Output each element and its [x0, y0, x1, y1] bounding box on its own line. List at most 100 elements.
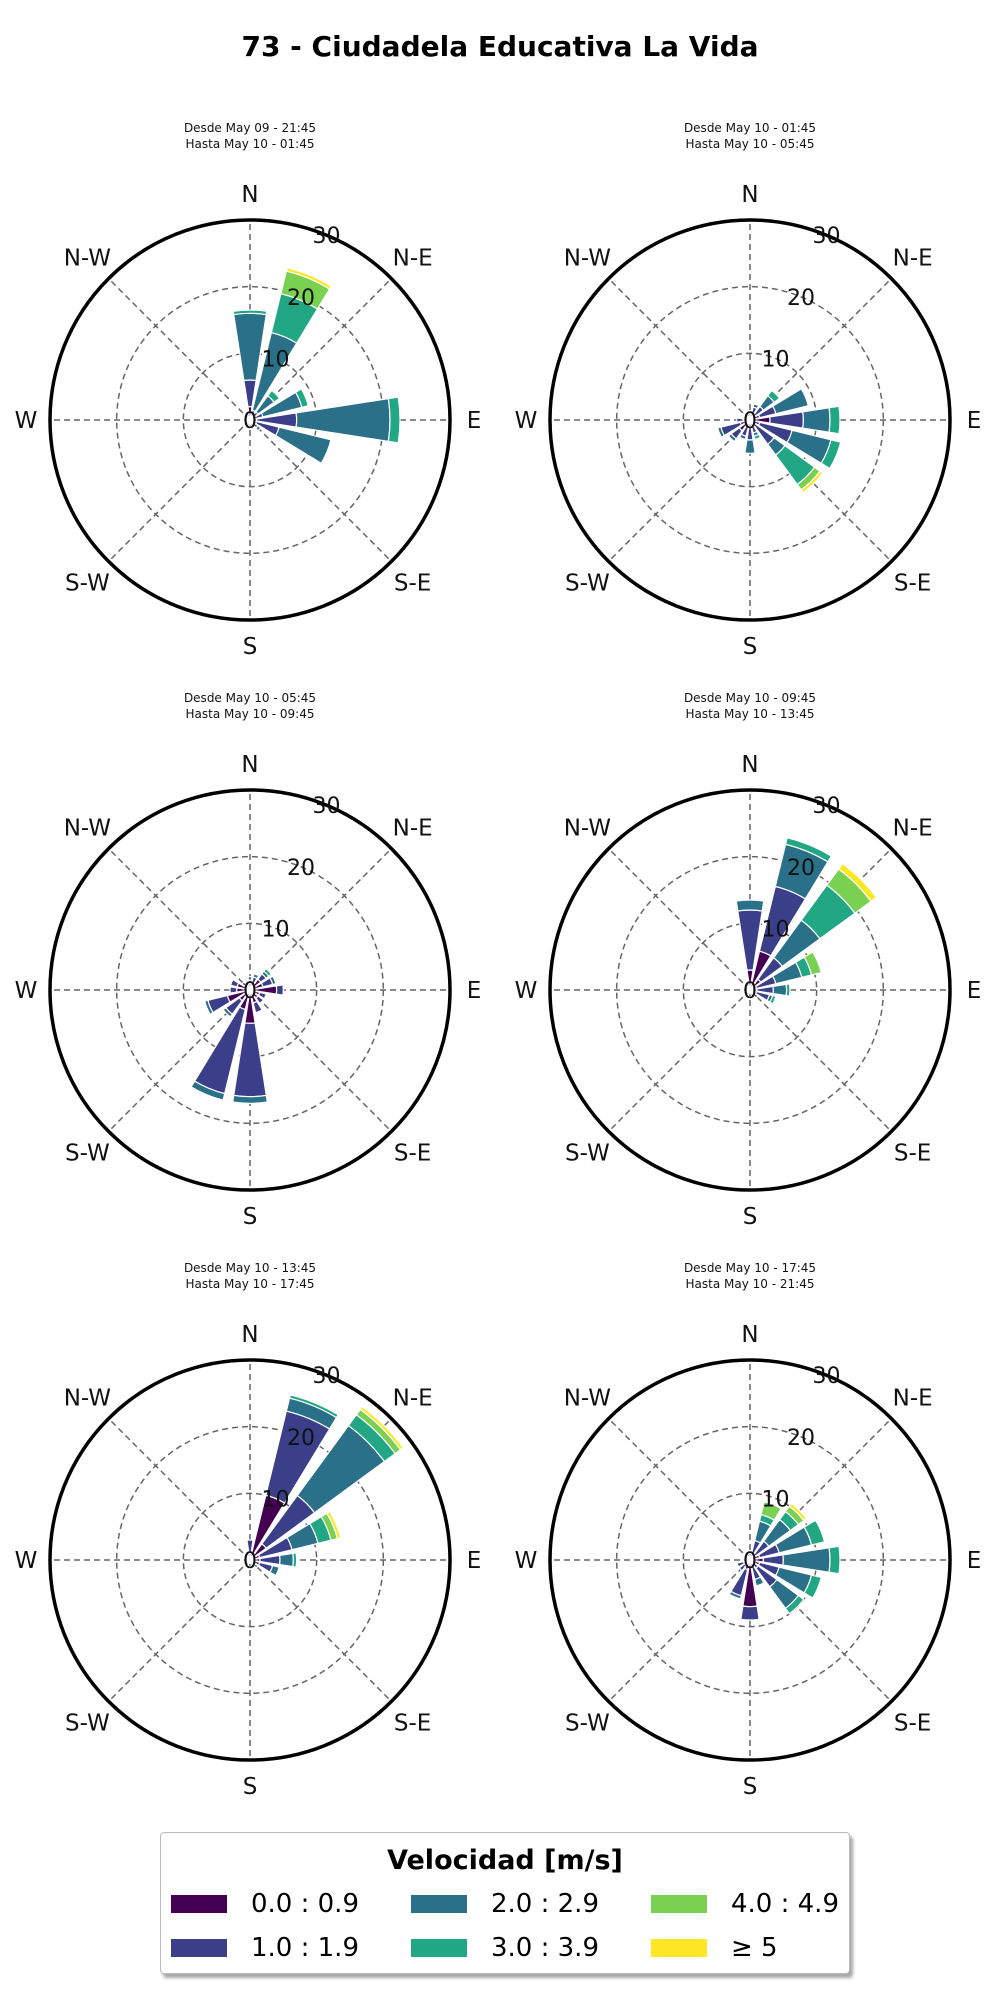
radial-tick-label: 20	[287, 286, 315, 311]
wind-bar-segment	[716, 426, 726, 439]
legend-label: 2.0 : 2.9	[491, 1889, 599, 1919]
radial-tick-label: 30	[813, 1364, 841, 1389]
direction-label: S	[743, 1774, 758, 1800]
direction-label: W	[15, 408, 38, 434]
grid-spoke	[608, 278, 751, 421]
direction-label: E	[967, 1548, 982, 1574]
direction-label: N-E	[893, 815, 933, 841]
wind-bar-segment	[247, 976, 253, 981]
wind-bar-segment	[262, 967, 273, 978]
radial-tick-label: 0	[743, 1549, 757, 1574]
outer-circle	[48, 788, 452, 1192]
wind-bar-segment	[250, 1562, 255, 1568]
wind-bar-segment	[285, 267, 333, 290]
wind-bar-segment	[246, 1539, 254, 1555]
direction-label: S	[243, 634, 258, 660]
wind-bar-segment	[828, 1545, 841, 1575]
wind-bar-segment	[253, 1563, 259, 1569]
legend-item: 2.0 : 2.9	[411, 1887, 621, 1921]
legend-swatch	[411, 1939, 467, 1957]
grid-spoke	[108, 1418, 251, 1561]
wind-bar-segment	[745, 1552, 750, 1558]
wind-bar-segment	[229, 986, 238, 994]
windrose-plot: 0 10 20 30 N N-E E S-E S S-W W N-W	[15, 752, 482, 1230]
grid-spoke	[249, 1559, 392, 1702]
wind-bar-segment	[742, 990, 748, 995]
wind-bar-segment	[728, 1590, 743, 1600]
panel-title-to: Hasta May 10 - 17:45	[185, 1277, 315, 1291]
windrose-panel-2: Desde May 10 - 01:45 Hasta May 10 - 05:4…	[510, 120, 990, 680]
legend-item: ≥ 5	[651, 1931, 841, 1965]
direction-label: N-E	[893, 245, 933, 271]
wind-bar-segment	[252, 973, 260, 980]
direction-label: W	[515, 1548, 538, 1574]
radial-tick-label: 0	[743, 979, 757, 1004]
windrose-plot: 0 10 20 30 N N-E E S-E S S-W W N-W	[515, 182, 982, 660]
grid-spoke	[608, 989, 751, 1132]
panel-title-from: Desde May 10 - 05:45	[183, 691, 317, 705]
wind-bar-segment	[241, 981, 247, 987]
direction-label: N-W	[564, 245, 611, 271]
radial-tick-label: 10	[262, 347, 290, 372]
wind-bar-segment	[785, 983, 791, 997]
direction-label: S-E	[894, 1141, 931, 1167]
legend-swatch	[651, 1895, 707, 1913]
radial-tick-label: 20	[787, 856, 815, 881]
direction-label: N-W	[564, 1385, 611, 1411]
direction-label: E	[967, 408, 982, 434]
wind-bar-segment	[245, 422, 250, 428]
direction-label: S-W	[65, 571, 110, 597]
legend-item: 4.0 : 4.9	[651, 1887, 841, 1921]
radial-tick-label: 10	[262, 917, 290, 942]
wind-bar-segment	[359, 1405, 405, 1451]
wind-bar-segment	[772, 983, 788, 997]
wind-bar-segment	[278, 1552, 294, 1568]
direction-label: S-E	[394, 1711, 431, 1737]
figure-title: 73 - Ciudadela Educativa La Vida	[241, 30, 759, 63]
wind-bar-segment	[242, 418, 248, 422]
direction-label: E	[467, 1548, 482, 1574]
grid-spoke	[108, 278, 251, 421]
wind-bar-segment	[736, 417, 745, 423]
radial-tick-label: 30	[813, 794, 841, 819]
wind-bar-segment	[252, 1000, 263, 1014]
direction-label: S-W	[65, 1141, 110, 1167]
windrose-plot: 0 10 20 30 N N-E E S-E S S-W W N-W	[515, 752, 982, 1230]
radial-tick-label: 30	[313, 794, 341, 819]
wind-bar-segment	[782, 1547, 831, 1573]
wind-bar-segment	[744, 439, 756, 454]
wind-bar-segment	[752, 403, 760, 410]
legend-swatch	[171, 1939, 227, 1957]
wind-bar-segment	[229, 978, 240, 988]
direction-label: S-W	[565, 1711, 610, 1737]
direction-label: S-W	[65, 1711, 110, 1737]
wind-bar-segment	[232, 309, 268, 316]
radial-tick-label: 0	[243, 979, 257, 1004]
wind-bar-segment	[788, 1502, 808, 1522]
radial-tick-label: 20	[287, 856, 315, 881]
legend-swatch	[171, 1895, 227, 1913]
legend-item: 0.0 : 0.9	[171, 1887, 381, 1921]
radial-tick-label: 30	[313, 224, 341, 249]
wind-bar-segment	[753, 433, 762, 441]
direction-label: S	[243, 1774, 258, 1800]
windrose-plot: 0 10 20 30 N N-E E S-E S S-W W N-W	[15, 1322, 482, 1800]
panel-title-to: Hasta May 10 - 05:45	[685, 137, 815, 151]
wind-bar-segment	[255, 995, 265, 1005]
wind-bar-segment	[245, 982, 250, 988]
wind-bar-segment	[784, 1594, 805, 1615]
panel-title-from: Desde May 10 - 13:45	[183, 1261, 317, 1275]
wind-bar-segment	[727, 432, 738, 443]
direction-label: N	[241, 752, 258, 778]
direction-label: N-W	[64, 1385, 111, 1411]
wind-bar-segment	[803, 1574, 822, 1599]
direction-label: E	[967, 978, 982, 1004]
wind-bar-segment	[771, 388, 810, 415]
panel-title-from: Desde May 09 - 21:45	[183, 121, 317, 135]
radial-tick-label: 10	[762, 1487, 790, 1512]
grid-circle	[182, 1492, 318, 1628]
direction-label: N-E	[393, 815, 433, 841]
wind-bar-segment	[803, 1519, 826, 1546]
direction-label: W	[515, 978, 538, 1004]
grid-spoke	[608, 1559, 751, 1702]
